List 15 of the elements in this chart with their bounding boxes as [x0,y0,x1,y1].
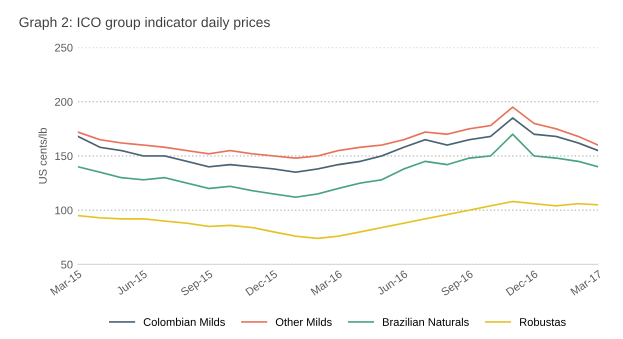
y-tick-label: 50 [61,260,73,269]
chart-title: Graph 2: ICO group indicator daily prices [19,16,270,30]
legend-label: Brazilian Naturals [383,318,469,326]
line-series [78,117,598,174]
line-series [78,133,598,198]
line-series [78,200,598,240]
legend-label: Robustas [520,318,566,326]
y-tick-label: 100 [55,206,73,214]
y-tick-label: 250 [55,44,73,52]
legend-label: Other Milds [276,318,332,326]
y-axis-title: US cents/lb [38,128,47,184]
line-series [78,106,598,159]
y-tick-label: 150 [55,152,73,160]
legend-label: Colombian Milds [144,318,225,326]
y-tick-label: 200 [55,98,73,106]
